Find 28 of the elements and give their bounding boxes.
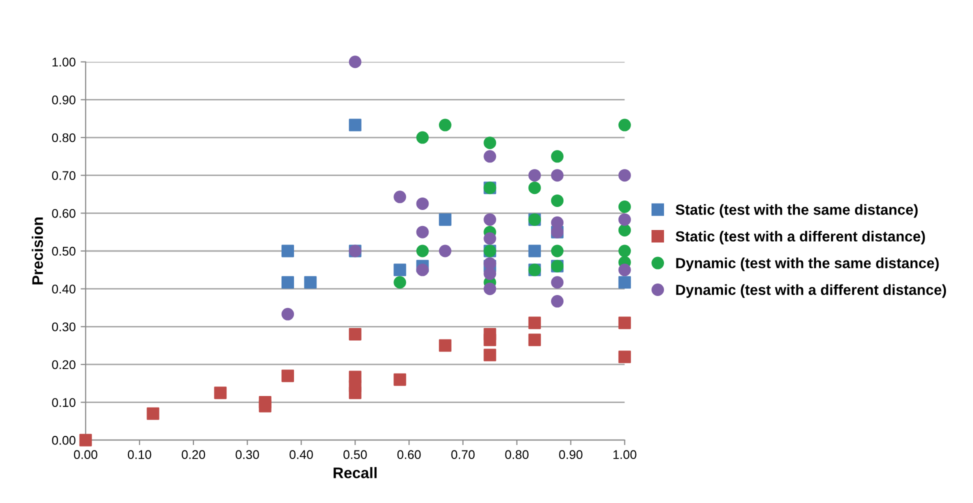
- legend-label: Dynamic (test with the same distance): [676, 258, 939, 272]
- x-tick-label: 1.00: [613, 450, 636, 460]
- y-tick-label: 0.00: [52, 436, 76, 445]
- x-tick-label: 0.10: [128, 450, 152, 460]
- y-tick-label: 0.20: [52, 360, 76, 370]
- y-tick-label: 0.50: [52, 246, 76, 256]
- y-axis-title: Precision: [32, 218, 43, 284]
- x-axis-title: Recall: [334, 467, 377, 478]
- y-tick-label: 0.60: [52, 208, 76, 218]
- x-tick-label: 0.30: [236, 450, 260, 460]
- y-tick-label: 0.40: [52, 284, 76, 294]
- y-tick-label: 1.00: [52, 58, 76, 67]
- x-tick-label: 0.40: [290, 450, 313, 460]
- legend-label: Static (test with the same distance): [676, 204, 918, 218]
- x-tick-label: 0.50: [343, 450, 367, 460]
- y-tick-label: 0.90: [52, 95, 76, 104]
- x-tick-label: 0.90: [559, 450, 582, 460]
- x-tick-label: 0.80: [505, 450, 529, 460]
- y-tick-label: 0.30: [52, 322, 76, 332]
- y-tick-label: 0.80: [52, 133, 76, 142]
- x-tick-label: 0.00: [74, 450, 98, 460]
- x-tick-label: 0.20: [182, 450, 206, 460]
- y-tick-label: 0.70: [52, 171, 76, 180]
- x-tick-label: 0.70: [451, 450, 475, 460]
- x-tick-label: 0.60: [397, 450, 421, 460]
- legend-label: Static (test with a different distance): [676, 230, 925, 244]
- y-tick-label: 0.10: [52, 398, 76, 407]
- legend-label: Dynamic (test with a different distance): [676, 284, 946, 298]
